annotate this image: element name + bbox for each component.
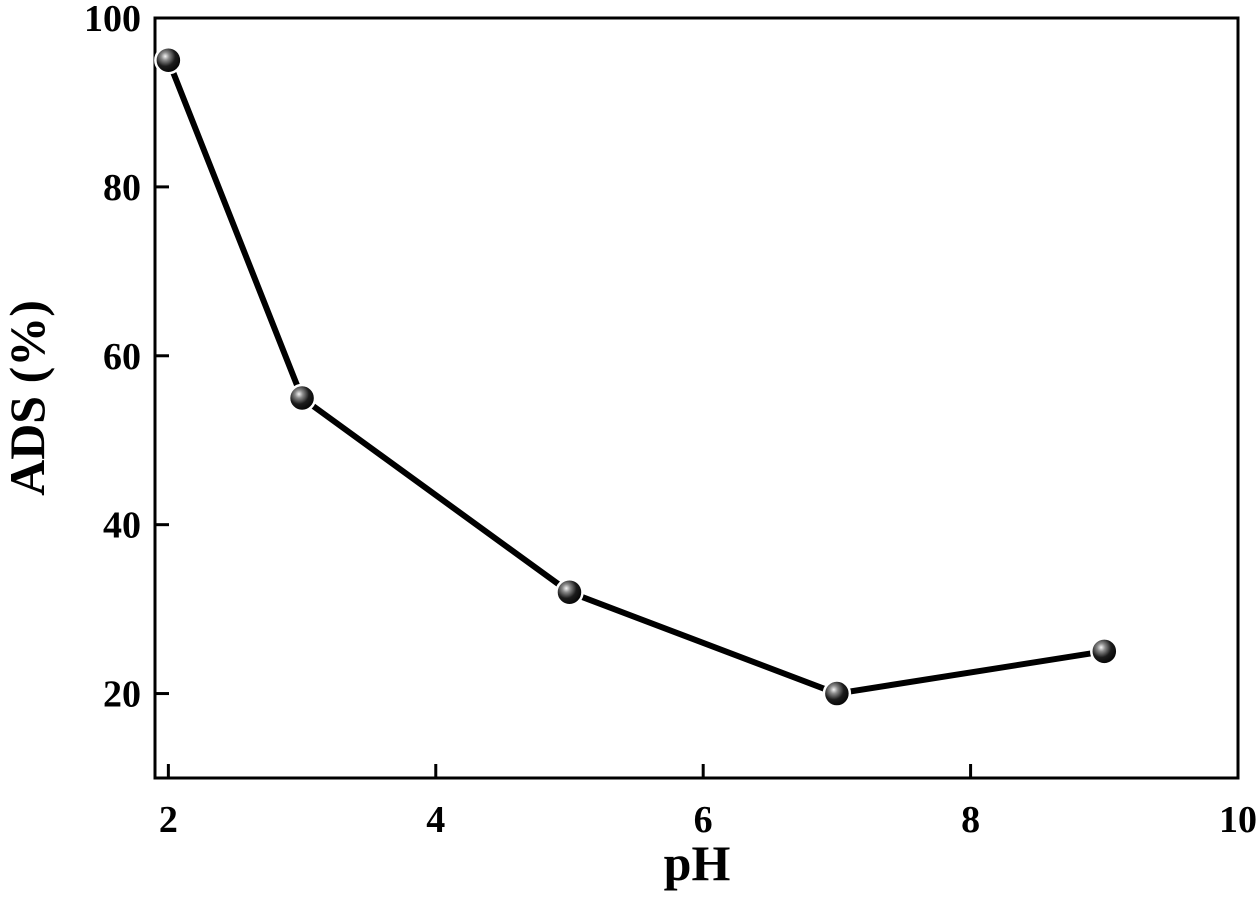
y-tick-label: 20: [103, 674, 141, 716]
x-tick-label: 4: [426, 799, 445, 841]
plot-frame: [153, 16, 1240, 780]
series-line: [165, 59, 1105, 697]
data-point: [822, 679, 852, 708]
data-point: [555, 577, 584, 607]
series-lines: [165, 59, 1105, 697]
series-points: [154, 45, 1119, 708]
y-axis-title: ADS (%): [0, 300, 55, 496]
x-tick-label: 10: [1219, 799, 1257, 841]
y-tick-label: 100: [84, 0, 141, 40]
data-point: [287, 383, 317, 413]
y-tick-label: 40: [103, 505, 141, 547]
y-axis-ticks: 20 40 60 80 100: [84, 0, 169, 716]
x-tick-label: 6: [694, 799, 713, 841]
data-point: [1090, 637, 1119, 666]
x-tick-label: 2: [159, 799, 178, 841]
x-tick-label: 8: [961, 799, 980, 841]
y-tick-label: 80: [103, 167, 141, 209]
x-axis-title: pH: [664, 835, 731, 891]
y-tick-label: 60: [103, 336, 141, 378]
data-point: [154, 45, 183, 75]
x-axis-ticks: 2 4 6 8 10: [159, 764, 1257, 841]
